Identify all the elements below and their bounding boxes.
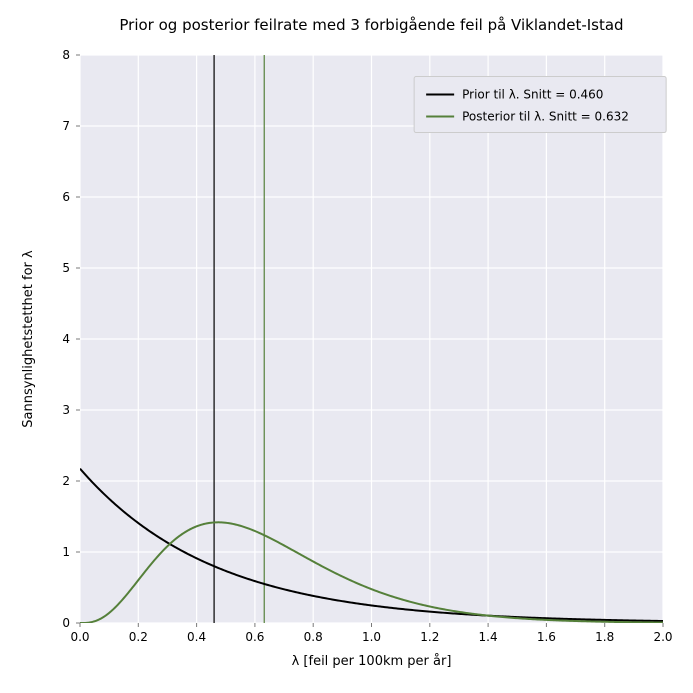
ytick-label: 3 (62, 403, 70, 417)
legend-box (414, 77, 666, 133)
xtick-label: 1.0 (362, 630, 381, 644)
legend: Prior til λ. Snitt = 0.460 Posterior til … (414, 77, 666, 133)
xtick-label: 1.6 (537, 630, 556, 644)
xtick-label: 0.6 (245, 630, 264, 644)
xtick-label: 0.0 (70, 630, 89, 644)
ytick-label: 6 (62, 190, 70, 204)
ytick-label: 4 (62, 332, 70, 346)
legend-label-prior: Prior til λ. Snitt = 0.460 (462, 88, 603, 102)
ytick-label: 1 (62, 545, 70, 559)
xtick-label: 1.8 (595, 630, 614, 644)
x-axis-label: λ [feil per 100km per år] (292, 654, 452, 669)
legend-label-posterior: Posterior til λ. Snitt = 0.632 (462, 110, 629, 124)
xtick-label: 1.2 (420, 630, 439, 644)
y-axis-label: Sannsynlighetstetthet for λ (21, 250, 36, 428)
ytick-label: 8 (62, 48, 70, 62)
ytick-label: 2 (62, 474, 70, 488)
chart-svg: 0.0 0.2 0.4 0.6 0.8 1.0 1.2 1.4 1.6 1.8 2.0 0 1 2 3 4 5 6… (0, 0, 693, 693)
xtick-label: 0.8 (304, 630, 323, 644)
ytick-label: 5 (62, 261, 70, 275)
xtick-label: 1.4 (479, 630, 498, 644)
chart-container: 0.0 0.2 0.4 0.6 0.8 1.0 1.2 1.4 1.6 1.8 2.0 0 1 2 3 4 5 6… (0, 0, 693, 693)
ytick-label: 0 (62, 616, 70, 630)
xtick-label: 2.0 (653, 630, 672, 644)
ytick-label: 7 (62, 119, 70, 133)
chart-title: Prior og posterior feilrate med 3 forbig… (119, 16, 623, 34)
xtick-label: 0.2 (129, 630, 148, 644)
xtick-label: 0.4 (187, 630, 206, 644)
